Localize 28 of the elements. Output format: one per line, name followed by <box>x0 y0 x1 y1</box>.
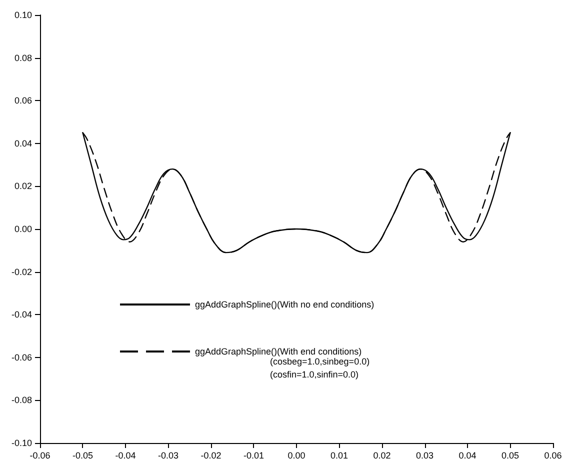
x-tick-label: -0.04 <box>115 450 136 460</box>
y-tick-label: -0.02 <box>11 266 32 277</box>
y-tick-label: 0.02 <box>14 181 32 192</box>
y-tick-label: 0.04 <box>14 138 32 148</box>
y-tick-label: 0.08 <box>14 52 32 63</box>
x-tick-label: 0.02 <box>373 450 391 460</box>
y-tick-label: 0.06 <box>14 96 32 106</box>
x-tick-label: 0.03 <box>416 450 434 460</box>
x-tick-label: -0.06 <box>30 450 50 460</box>
y-tick-label: -0.06 <box>11 352 32 362</box>
y-tick-label: 0.10 <box>14 10 32 20</box>
x-tick-label: -0.03 <box>158 450 179 460</box>
x-tick-label: 0.01 <box>330 450 348 460</box>
y-tick-label: -0.10 <box>11 438 32 448</box>
y-tick-label: -0.04 <box>11 310 32 320</box>
x-tick-label: -0.02 <box>200 450 222 460</box>
y-tick-label: 0.00 <box>14 224 32 234</box>
x-tick-label: 0.05 <box>501 450 520 460</box>
x-tick-label: -0.05 <box>72 450 94 460</box>
y-tick-label: -0.08 <box>11 395 32 406</box>
annotation: (cosbeg=1.0,sinbeg=0.0) <box>270 356 370 366</box>
x-tick-label: 0.06 <box>544 450 562 460</box>
x-tick-label: 0.00 <box>288 450 306 460</box>
legend-label: ggAddGraphSpline()(With end conditions) <box>195 346 362 356</box>
x-tick-label: -0.01 <box>243 450 264 460</box>
x-tick-label: 0.04 <box>458 450 476 460</box>
annotation: (cosfin=1.0,sinfin=0.0) <box>270 370 359 380</box>
legend-label: ggAddGraphSpline()(With no end conditions) <box>195 300 374 310</box>
